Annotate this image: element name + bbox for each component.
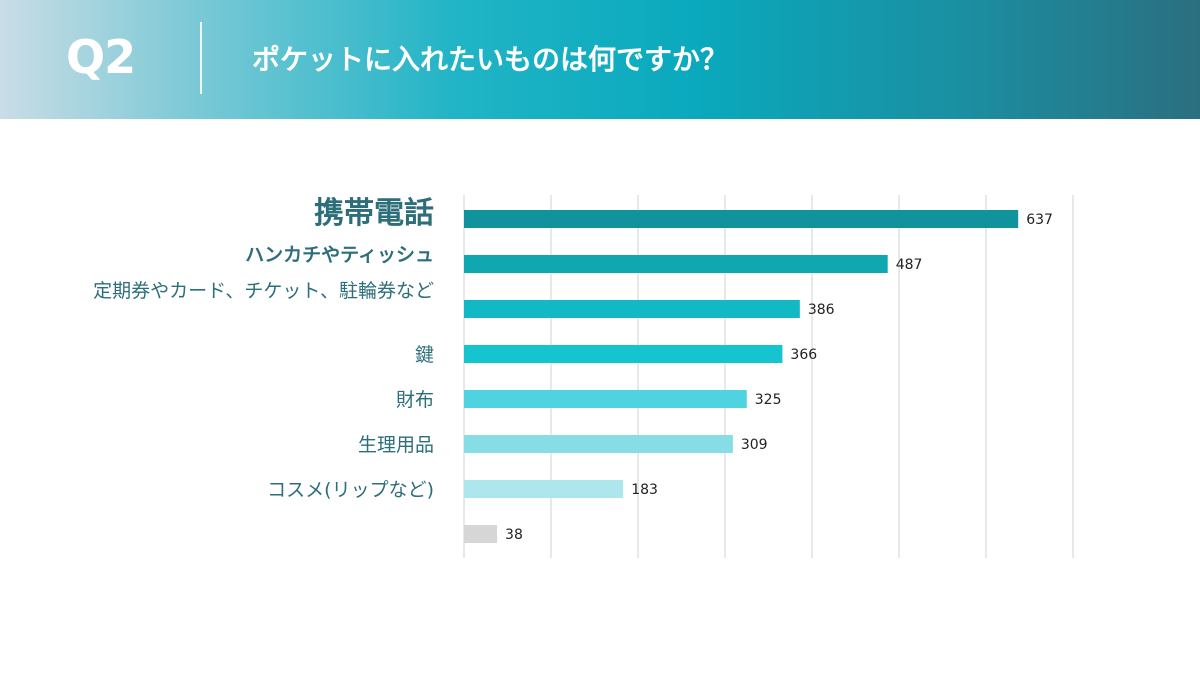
data-label: 38 — [505, 527, 523, 543]
category-label: 財布 — [396, 389, 434, 411]
bar — [464, 210, 1019, 228]
category-label: コスメ(リップなど) — [267, 479, 434, 501]
category-label: 定期券やカード、チケット、駐輪券など — [93, 280, 434, 302]
bar — [464, 525, 498, 543]
bar — [464, 390, 747, 408]
data-label: 366 — [790, 347, 817, 363]
question-number: Q2 — [66, 30, 136, 84]
bar — [464, 345, 783, 363]
chart-bars — [464, 210, 1019, 543]
bar — [464, 435, 733, 453]
bar — [464, 300, 800, 318]
chart-category-labels: 携帯電話ハンカチやティッシュ定期券やカード、チケット、駐輪券など鍵財布生理用品コ… — [93, 196, 434, 501]
category-label: ハンカチやティッシュ — [245, 244, 434, 266]
chart-value-labels: 637 487 386 366 325 309 183 38 — [505, 212, 1053, 543]
data-label: 325 — [755, 392, 782, 408]
category-label: 鍵 — [415, 344, 434, 366]
data-label: 309 — [741, 437, 768, 453]
page-title: ポケットに入れたいものは何ですか？ — [252, 43, 729, 76]
category-label: 携帯電話 — [314, 196, 434, 231]
data-label: 637 — [1026, 212, 1053, 228]
bar — [464, 255, 888, 273]
chart-gridlines — [463, 195, 1074, 558]
category-label: 生理用品 — [358, 434, 434, 456]
header-divider — [200, 22, 202, 94]
data-label: 386 — [808, 302, 835, 318]
data-label: 487 — [896, 257, 923, 273]
bar — [464, 480, 624, 498]
data-label: 183 — [631, 482, 658, 498]
header-banner: Q2 ポケットに入れたいものは何ですか？ — [0, 0, 1200, 119]
